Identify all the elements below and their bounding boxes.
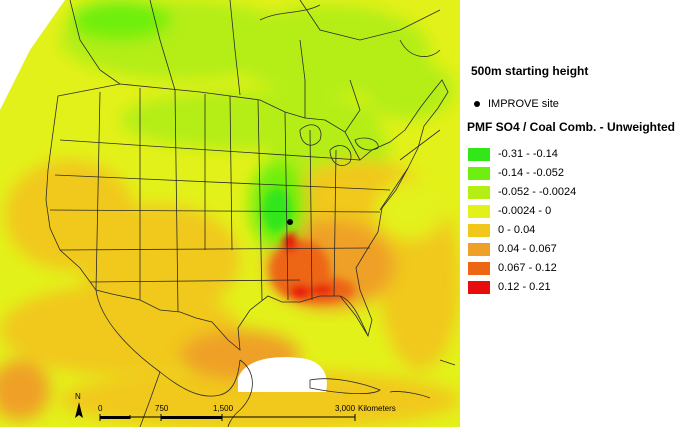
north-arrow-label: N xyxy=(75,392,81,401)
improve-site-marker xyxy=(287,219,293,225)
map-title: 500m starting height xyxy=(471,64,589,78)
site-legend-row: IMPROVE site xyxy=(474,98,559,110)
scale-tick-label: 3,000 xyxy=(335,404,356,413)
legend-swatch xyxy=(468,281,490,294)
legend-swatch xyxy=(468,224,490,237)
legend-label: -0.052 - -0.0024 xyxy=(498,186,577,198)
legend-label: 0.04 - 0.067 xyxy=(498,243,557,255)
legend-swatch xyxy=(468,243,490,256)
north-arrow: N xyxy=(75,392,83,418)
scale-unit-label: Kilometers xyxy=(358,404,396,413)
legend-label: 0.067 - 0.12 xyxy=(498,262,557,274)
scale-tick-label: 0 xyxy=(98,404,103,413)
gulf-blank xyxy=(238,357,327,392)
field-map: N 0 750 1,500 3,000 Kilometers xyxy=(0,0,460,427)
legend-swatch xyxy=(468,205,490,218)
legend-panel xyxy=(460,0,687,427)
legend-swatch xyxy=(468,148,490,161)
boundaries xyxy=(45,0,456,427)
site-dot-icon xyxy=(474,101,480,108)
legend-swatch xyxy=(468,167,490,180)
legend-label: 0.12 - 0.21 xyxy=(498,281,551,293)
legend-label: -0.14 - -0.052 xyxy=(498,167,565,179)
legend-swatch xyxy=(468,186,490,199)
legend-label: -0.31 - -0.14 xyxy=(498,148,558,160)
legend-label: -0.0024 - 0 xyxy=(498,205,552,217)
scale-bar: 0 750 1,500 3,000 Kilometers xyxy=(98,404,396,421)
site-legend-label: IMPROVE site xyxy=(488,98,559,110)
legend-swatch xyxy=(468,262,490,275)
legend-title: PMF SO4 / Coal Comb. - Unweighted xyxy=(467,120,676,134)
scale-tick-label: 1,500 xyxy=(213,404,234,413)
legend-label: 0 - 0.04 xyxy=(498,224,536,236)
scale-tick-label: 750 xyxy=(155,404,169,413)
